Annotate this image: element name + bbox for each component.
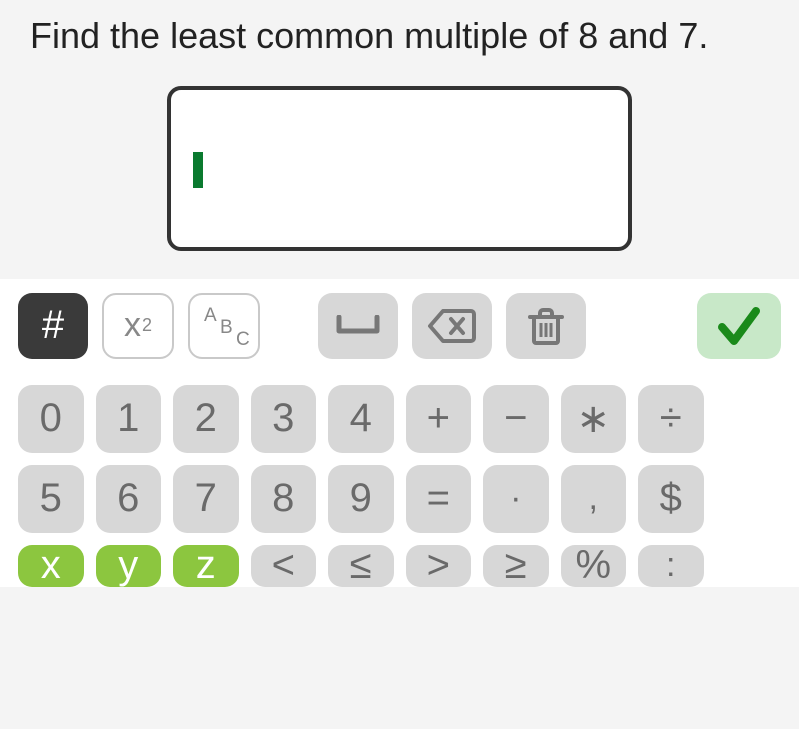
key-5[interactable]: 5 [18, 465, 84, 533]
clear-button[interactable] [506, 293, 586, 359]
key-dollar[interactable]: $ [638, 465, 704, 533]
trash-icon [526, 305, 566, 347]
key-minus[interactable]: − [483, 385, 549, 453]
key-equals[interactable]: = [406, 465, 472, 533]
key-x[interactable]: x [18, 545, 84, 587]
key-comma[interactable]: , [561, 465, 627, 533]
key-multiply[interactable]: ∗ [561, 385, 627, 453]
key-gte[interactable]: ≥ [483, 545, 549, 587]
space-button[interactable] [318, 293, 398, 359]
abc-b: B [220, 317, 233, 339]
key-plus[interactable]: + [406, 385, 472, 453]
abc-c: C [236, 329, 250, 351]
text-cursor [193, 152, 203, 188]
key-lt[interactable]: < [251, 545, 317, 587]
answer-input[interactable] [167, 86, 632, 251]
key-2[interactable]: 2 [173, 385, 239, 453]
mode-numeric-button[interactable]: # [18, 293, 88, 359]
key-3[interactable]: 3 [251, 385, 317, 453]
answer-area [0, 81, 799, 279]
backspace-button[interactable] [412, 293, 492, 359]
key-1[interactable]: 1 [96, 385, 162, 453]
key-lte[interactable]: ≤ [328, 545, 394, 587]
space-icon [335, 315, 381, 337]
key-z[interactable]: z [173, 545, 239, 587]
math-keyboard: # x2 A B C [0, 279, 799, 587]
key-gt[interactable]: > [406, 545, 472, 587]
key-y[interactable]: y [96, 545, 162, 587]
key-4[interactable]: 4 [328, 385, 394, 453]
keyboard-toolbar: # x2 A B C [18, 293, 781, 359]
key-8[interactable]: 8 [251, 465, 317, 533]
key-7[interactable]: 7 [173, 465, 239, 533]
keypad-row-3: x y z < ≤ > ≥ % : [18, 545, 781, 587]
keypad-row-1: 0 1 2 3 4 + − ∗ ÷ [18, 385, 781, 453]
mode-exponent-button[interactable]: x2 [102, 293, 174, 359]
key-6[interactable]: 6 [96, 465, 162, 533]
x-sup: 2 [142, 315, 152, 336]
backspace-icon [427, 307, 477, 345]
mode-alpha-button[interactable]: A B C [188, 293, 260, 359]
key-percent[interactable]: % [561, 545, 627, 587]
abc-a: A [204, 305, 217, 327]
check-icon [716, 303, 762, 349]
key-0[interactable]: 0 [18, 385, 84, 453]
key-9[interactable]: 9 [328, 465, 394, 533]
key-dot[interactable]: · [483, 465, 549, 533]
question-text: Find the least common multiple of 8 and … [0, 0, 799, 81]
keypad-row-2: 5 6 7 8 9 = · , $ [18, 465, 781, 533]
submit-button[interactable] [697, 293, 781, 359]
key-colon[interactable]: : [638, 545, 704, 587]
key-divide[interactable]: ÷ [638, 385, 704, 453]
x-base: x [124, 306, 141, 345]
